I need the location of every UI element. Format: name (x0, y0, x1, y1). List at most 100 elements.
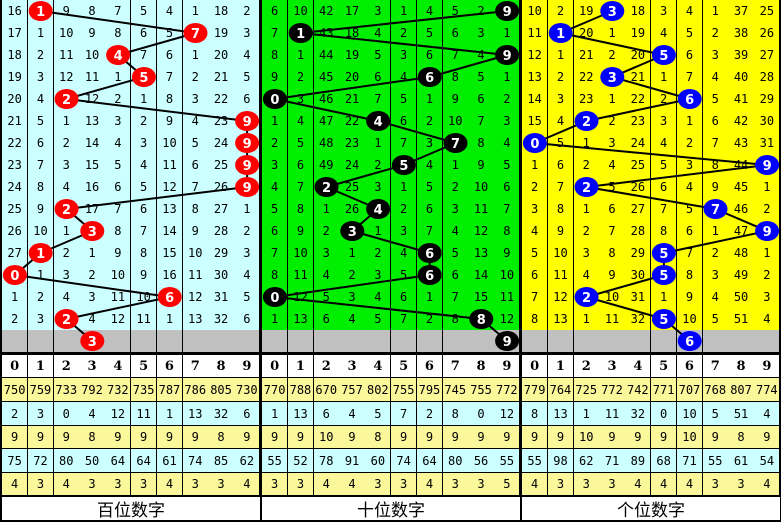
stat-cell: 9 (287, 426, 315, 449)
stat-cell: 733 (53, 378, 80, 402)
omission-cell: 5 (676, 198, 704, 221)
stat-cell: 787 (156, 378, 184, 402)
omission-cell: 18 (339, 22, 366, 45)
omission-cell: 1 (442, 154, 469, 177)
stat-cell: 64 (131, 449, 158, 473)
omission-cell: 2 (27, 286, 55, 309)
stat-cell: 4 (339, 402, 366, 426)
omission-cell: 2 (547, 66, 575, 89)
stat-cell: 3 (442, 473, 469, 496)
omission-cell: 3 (131, 132, 158, 155)
omission-cell: 6 (468, 88, 495, 111)
omission-cell: 4 (365, 22, 392, 45)
hit-cell (676, 88, 704, 111)
panel-hundreds: 16 9 8 7 5 4 1 18 2 17 1 10 9 8 6 5 19 3 18 2 11 10 7 6 1 20 4 19 3 1… (2, 0, 261, 522)
omission-cell: 11 (599, 308, 626, 331)
omission-cell: 5 (416, 22, 444, 45)
stat-cell: 805 (208, 378, 235, 402)
omission-cell: 8 (105, 220, 132, 243)
stat-cell: 4 (754, 402, 781, 426)
digit-header: 5 (651, 355, 678, 378)
omission-cell: 8 (494, 220, 521, 243)
stat-cell: 5 (702, 402, 729, 426)
stat-cell: 3 (131, 473, 158, 496)
omission-cell: 10 (27, 220, 55, 243)
stat-cell: 730 (234, 378, 261, 402)
omission-cell: 12 (287, 286, 315, 309)
omission-cell: 39 (728, 44, 755, 67)
hit-cell (365, 198, 392, 221)
stat-cell: 742 (625, 378, 652, 402)
omission-cell: 3 (27, 66, 55, 89)
omission-cell: 9 (131, 264, 158, 287)
omission-cell: 8 (182, 198, 209, 221)
omission-cell: 4 (468, 44, 495, 67)
omission-cell: 7 (599, 220, 626, 243)
omission-cell: 6 (365, 66, 392, 89)
omission-cell: 11 (522, 22, 549, 45)
omission-cell: 17 (2, 22, 29, 45)
stat-cell: 9 (2, 426, 29, 449)
omission-cell: 7 (468, 110, 495, 133)
omission-cell: 2 (2, 308, 29, 331)
stat-cell: 13 (182, 402, 209, 426)
omission-cell: 2 (131, 110, 158, 133)
hit-cell (547, 22, 575, 45)
omission-cell: 22 (625, 88, 652, 111)
stat-cell: 764 (547, 378, 575, 402)
omission-cell: 5 (287, 132, 315, 155)
omission-cell: 7 (676, 242, 704, 265)
omission-cell: 1 (365, 220, 392, 243)
forecast-cell (547, 330, 575, 353)
omission-cell: 1 (702, 220, 729, 243)
omission-cell: 31 (625, 286, 652, 309)
hit-cell (313, 176, 340, 199)
omission-cell: 19 (339, 44, 366, 67)
stat-cell: 772 (494, 378, 521, 402)
omission-cell: 6 (105, 176, 132, 199)
omission-cell: 31 (208, 286, 235, 309)
digit-header: 6 (156, 355, 184, 378)
omission-cell: 8 (442, 308, 469, 331)
stat-cell: 1 (156, 402, 184, 426)
omission-cell: 20 (339, 66, 366, 89)
omission-cell: 3 (599, 132, 626, 155)
stat-cell: 8 (79, 426, 106, 449)
omission-cell: 4 (391, 242, 418, 265)
panel-label: 十位数字 (262, 497, 520, 521)
omission-cell: 5 (702, 308, 729, 331)
omission-cell: 4 (234, 44, 261, 67)
omission-cell: 18 (208, 0, 235, 23)
stat-cell: 770 (262, 378, 289, 402)
digit-header: 7 (702, 355, 729, 378)
omission-cell: 3 (365, 0, 392, 23)
stat-cell: 3 (728, 473, 755, 496)
forecast-cell (468, 330, 495, 353)
digit-header: 4 (105, 355, 132, 378)
digit-header: 2 (313, 355, 340, 378)
omission-cell: 18 (2, 44, 29, 67)
stat-cell: 12 (494, 402, 521, 426)
stat-cell: 3 (391, 473, 418, 496)
omission-cell: 42 (728, 110, 755, 133)
hit-cell (234, 110, 261, 133)
omission-cell: 10 (53, 22, 80, 45)
omission-cell: 46 (728, 198, 755, 221)
omission-cell: 1 (53, 220, 80, 243)
stat-cell: 4 (676, 473, 704, 496)
stat-cell: 32 (625, 402, 652, 426)
omission-cell: 5 (131, 176, 158, 199)
hit-cell (182, 22, 209, 45)
omission-cell: 6 (391, 110, 418, 133)
stat-cell: 98 (547, 449, 575, 473)
forecast-cell (234, 330, 261, 353)
omission-cell: 4 (262, 176, 289, 199)
omission-cell: 3 (702, 44, 729, 67)
hit-cell (53, 88, 80, 111)
stat-cell: 9 (105, 426, 132, 449)
omission-cell: 9 (599, 264, 626, 287)
stat-cell: 32 (208, 402, 235, 426)
stat-cell: 4 (313, 473, 340, 496)
stat-cell: 7 (391, 402, 418, 426)
hit-cell (365, 110, 392, 133)
